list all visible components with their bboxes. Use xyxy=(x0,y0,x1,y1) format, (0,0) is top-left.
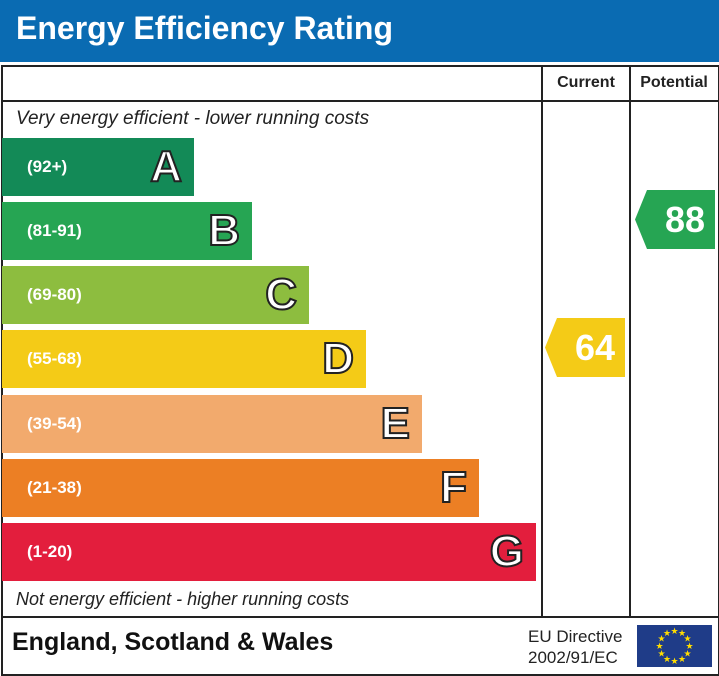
star-icon: ★ xyxy=(670,626,678,636)
potential-rating-value: 88 xyxy=(664,198,705,240)
band-letter: B xyxy=(207,205,241,256)
star-icon: ★ xyxy=(657,634,665,644)
directive-line1: EU Directive xyxy=(528,627,623,646)
divider xyxy=(1,100,718,102)
rating-bar-b: (81-91) B xyxy=(2,202,252,260)
band-range: (21-38) xyxy=(27,478,82,497)
top-note: Very energy efficient - lower running co… xyxy=(16,108,370,129)
star-icon: ★ xyxy=(670,656,678,666)
band-range: (55-68) xyxy=(27,349,82,368)
eu-flag-icon: ★ ★ ★ ★ ★ ★ ★ ★ ★ ★ ★ ★ xyxy=(637,625,712,667)
directive-line2: 2002/91/EC xyxy=(528,648,618,667)
current-rating-arrow: 64 xyxy=(545,318,625,377)
current-rating-value: 64 xyxy=(574,326,615,368)
rating-bar-d: (55-68) D xyxy=(2,330,366,388)
star-icon: ★ xyxy=(685,641,693,651)
eu-directive: EU Directive 2002/91/EC xyxy=(528,626,622,668)
band-range: (92+) xyxy=(27,157,68,176)
divider xyxy=(629,65,631,618)
star-icon: ★ xyxy=(655,641,663,651)
region-label: England, Scotland & Wales xyxy=(12,628,334,656)
rating-bar-a: (92+) A xyxy=(2,138,194,196)
star-icon: ★ xyxy=(663,654,671,664)
band-letter: G xyxy=(489,526,525,577)
band-letter: C xyxy=(264,269,298,320)
rating-bar-f: (21-38) F xyxy=(2,459,479,517)
page-title: Energy Efficiency Rating xyxy=(16,10,393,46)
star-icon: ★ xyxy=(683,634,691,644)
rating-bar-c: (69-80) C xyxy=(2,266,309,324)
band-range: (81-91) xyxy=(27,221,82,240)
header-bar: Energy Efficiency Rating xyxy=(0,0,719,62)
star-icon: ★ xyxy=(663,628,671,638)
divider xyxy=(541,65,543,618)
band-range: (39-54) xyxy=(27,414,82,433)
band-letter: F xyxy=(439,462,468,513)
potential-column-header: Potential xyxy=(640,74,708,91)
band-letter: E xyxy=(380,398,411,449)
rating-bar-e: (39-54) E xyxy=(2,395,422,453)
potential-rating-arrow: 88 xyxy=(635,190,715,249)
rating-bar-g: (1-20) G xyxy=(2,523,536,581)
band-range: (1-20) xyxy=(27,542,73,561)
star-icon: ★ xyxy=(678,654,686,664)
current-column-header: Current xyxy=(557,74,615,91)
bottom-note: Not energy efficient - higher running co… xyxy=(16,589,350,609)
star-icon: ★ xyxy=(657,649,665,659)
star-icon: ★ xyxy=(683,649,691,659)
star-icon: ★ xyxy=(678,628,686,638)
band-range: (69-80) xyxy=(27,285,82,304)
band-letter: D xyxy=(321,333,355,384)
band-letter: A xyxy=(149,141,183,192)
divider xyxy=(1,616,718,618)
